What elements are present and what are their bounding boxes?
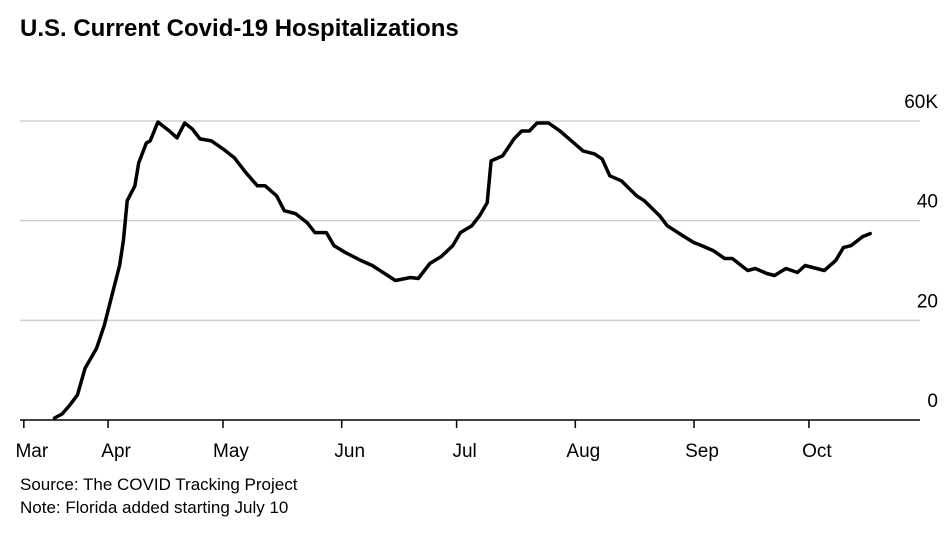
y-tick-label: 40: [917, 192, 938, 213]
x-tick-label: Aug: [566, 441, 600, 462]
x-tick-label: May: [213, 441, 249, 462]
y-tick-label: 20: [917, 291, 938, 312]
note: Note: Florida added starting July 10: [20, 498, 288, 517]
y-tick-label: 0: [927, 391, 938, 412]
x-tick-label: Sep: [685, 441, 719, 462]
source: Source: The COVID Tracking Project: [20, 475, 298, 494]
x-tick-label: Mar: [15, 441, 48, 462]
x-tick-label: Jul: [452, 441, 476, 462]
line: [52, 120, 872, 420]
y-tick-label: 60K: [904, 92, 938, 113]
x-tick-label: Jun: [334, 441, 365, 462]
x-tick-label: Oct: [802, 441, 832, 462]
x-tick-label: Apr: [101, 441, 131, 462]
chart-title: U.S. Current Covid-19 Hospitalizations: [20, 15, 459, 42]
